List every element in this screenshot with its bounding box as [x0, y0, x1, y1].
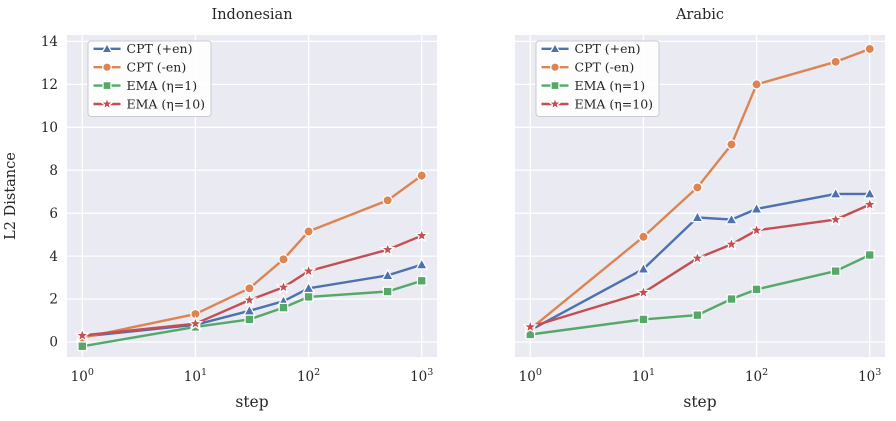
legend-label: EMA (η=1)	[575, 78, 646, 93]
star-marker	[861, 196, 878, 212]
y-tick-label: 8	[49, 163, 58, 179]
series-cpt--en-	[77, 170, 427, 343]
star-marker	[275, 278, 292, 294]
circle-marker	[864, 43, 875, 55]
chart-arabic: 100 101 102 103 CPT (+en) CPT (-en) EMA (η=1) E…	[515, 7, 885, 411]
legend-label: EMA (η=10)	[127, 96, 206, 111]
x-tick-label: 103	[858, 367, 881, 385]
y-tick-label: 10	[41, 120, 58, 136]
x-tick-label: 102	[297, 367, 320, 385]
y-tick-label: 2	[49, 292, 58, 308]
star-marker	[241, 291, 258, 307]
square-marker	[638, 314, 649, 325]
legend: CPT (+en) CPT (-en) EMA (η=1) EMA (η=10)	[535, 40, 660, 117]
square-marker	[692, 310, 703, 321]
star-marker	[74, 327, 91, 343]
x-tick-label: 100	[71, 367, 94, 385]
star-marker	[547, 96, 563, 111]
legend-label: EMA (η=1)	[127, 78, 198, 93]
x-axis-label: step	[683, 393, 716, 411]
square-marker	[550, 81, 560, 91]
star-marker	[413, 227, 430, 243]
y-axis-label: L2 Distance	[3, 152, 19, 240]
circle-marker	[244, 283, 255, 294]
legend-label: EMA (η=10)	[575, 96, 654, 111]
subplot-indonesian: 100 101 102 103 0 2 4 6 8 10 12 14 CPT (+en) CPT (-en…	[3, 7, 437, 411]
circle-marker	[303, 226, 314, 237]
triangle-marker	[548, 42, 562, 54]
chart-title: Arabic	[675, 7, 724, 23]
star-marker	[99, 96, 115, 111]
legend-label: CPT (-en)	[127, 60, 187, 75]
square-marker	[382, 286, 393, 297]
star-marker	[827, 211, 844, 227]
triangle-marker	[415, 257, 429, 270]
circle-marker	[692, 182, 703, 193]
circle-marker	[278, 254, 289, 265]
star-marker	[379, 241, 396, 257]
square-marker	[416, 275, 427, 286]
square-marker	[278, 302, 289, 313]
circle-marker	[102, 62, 112, 73]
square-marker	[751, 284, 762, 295]
legend-box	[87, 40, 212, 117]
legend-label: CPT (+en)	[575, 41, 641, 56]
triangle-marker	[690, 210, 704, 223]
y-tick-label: 4	[49, 249, 58, 265]
star-marker	[635, 284, 652, 300]
triangle-marker	[381, 268, 395, 281]
legend: CPT (+en) CPT (-en) EMA (η=1) EMA (η=10)	[87, 40, 212, 117]
circle-marker	[751, 79, 762, 90]
square-marker	[102, 81, 112, 91]
star-marker	[689, 249, 706, 266]
triangle-marker	[829, 186, 843, 199]
x-tick-label: 100	[519, 367, 542, 385]
y-tick-labels: 0 2 4 6 8 10 12 14	[41, 34, 58, 351]
circle-marker	[726, 139, 737, 150]
legend-box	[535, 40, 660, 117]
y-tick-label: 0	[49, 335, 58, 351]
subplot-arabic: 100 101 102 103 CPT (+en) CPT (-en) EMA (η=1) E…	[448, 0, 896, 421]
square-marker	[864, 250, 875, 260]
circle-marker	[830, 56, 841, 68]
circle-marker	[416, 170, 427, 181]
triangle-marker	[750, 201, 764, 214]
legend-label: CPT (+en)	[127, 41, 193, 56]
circle-marker	[550, 62, 560, 73]
series-ema-10-	[522, 196, 878, 334]
star-marker	[187, 315, 204, 331]
triangle-marker	[636, 262, 650, 274]
plot-area: 100 101 102 103 0 2 4 6 8 10 12 14 CPT (+en) CPT (-en…	[41, 34, 437, 385]
y-tick-label: 14	[41, 34, 58, 50]
star-marker	[748, 221, 765, 238]
x-tick-label: 101	[632, 367, 655, 385]
square-marker	[303, 291, 314, 302]
plot-area: 100 101 102 103 CPT (+en) CPT (-en) EMA (η=1) E…	[515, 35, 885, 385]
star-marker	[723, 235, 740, 252]
x-tick-label: 101	[184, 367, 207, 385]
x-tick-labels: 100 101 102 103	[519, 367, 882, 385]
series-ema-1-	[525, 250, 875, 340]
triangle-marker	[100, 42, 114, 54]
chart-indonesian: 100 101 102 103 0 2 4 6 8 10 12 14 CPT (+en) CPT (-en…	[3, 7, 437, 411]
square-marker	[77, 341, 88, 352]
legend-label: CPT (-en)	[575, 60, 635, 75]
square-marker	[726, 294, 737, 304]
x-tick-labels: 100 101 102 103	[71, 367, 434, 385]
x-axis-label: step	[235, 393, 268, 411]
circle-marker	[382, 195, 393, 206]
triangle-marker	[725, 212, 738, 225]
square-marker	[830, 266, 841, 277]
chart-title: Indonesian	[211, 7, 292, 23]
star-marker	[300, 262, 317, 278]
x-tick-label: 102	[745, 367, 768, 385]
series-ema-10-	[74, 227, 430, 343]
y-tick-label: 12	[41, 77, 58, 93]
square-marker	[244, 314, 255, 325]
circle-marker	[638, 231, 649, 243]
y-tick-label: 6	[49, 206, 58, 222]
x-tick-label: 103	[410, 367, 433, 385]
star-marker	[522, 318, 539, 334]
